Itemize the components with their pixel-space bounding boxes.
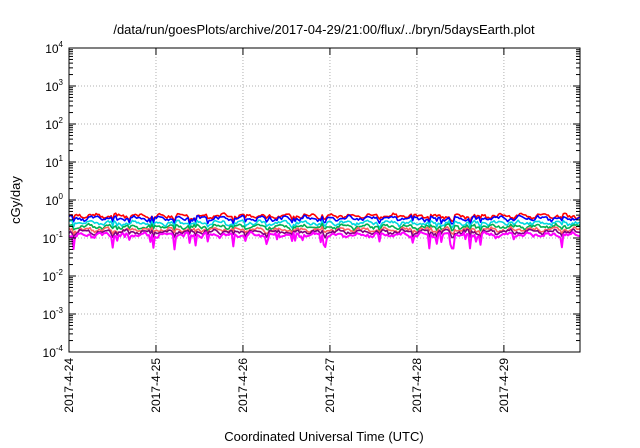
x-tick-label: 2017-4-27 <box>323 358 337 413</box>
x-axis: 2017-4-24 2017-4-25 2017-4-26 2017-4-27 2017… <box>62 48 511 413</box>
series-line-3 <box>68 219 581 229</box>
x-tick-label: 2017-4-25 <box>149 358 163 413</box>
grid <box>69 48 580 352</box>
x-tick-label: 2017-4-26 <box>236 358 250 413</box>
series-group <box>68 212 581 251</box>
x-axis-label: Coordinated Universal Time (UTC) <box>224 429 423 444</box>
series-line-7 <box>68 231 581 251</box>
y-tick-label: 10-4 <box>43 344 64 360</box>
chart-title: /data/run/goesPlots/archive/2017-04-29/2… <box>113 22 535 37</box>
series-line-2 <box>68 214 581 227</box>
y-tick-label: 101 <box>45 154 63 170</box>
x-tick-label: 2017-4-24 <box>62 358 76 413</box>
series-line-4 <box>68 222 581 233</box>
y-tick-label: 104 <box>45 40 63 56</box>
x-tick-label: 2017-4-29 <box>497 358 511 413</box>
y-axis-label: cGy/day <box>8 176 23 224</box>
y-tick-label: 103 <box>45 78 63 94</box>
y-tick-label: 102 <box>45 116 63 132</box>
series-line-5 <box>68 225 581 237</box>
y-tick-label: 10-1 <box>43 230 64 246</box>
y-tick-label: 100 <box>45 192 63 208</box>
series-line-6 <box>68 228 581 239</box>
x-tick-label: 2017-4-28 <box>410 358 424 413</box>
y-tick-label: 10-2 <box>43 268 64 284</box>
y-tick-label: 10-3 <box>43 306 64 322</box>
